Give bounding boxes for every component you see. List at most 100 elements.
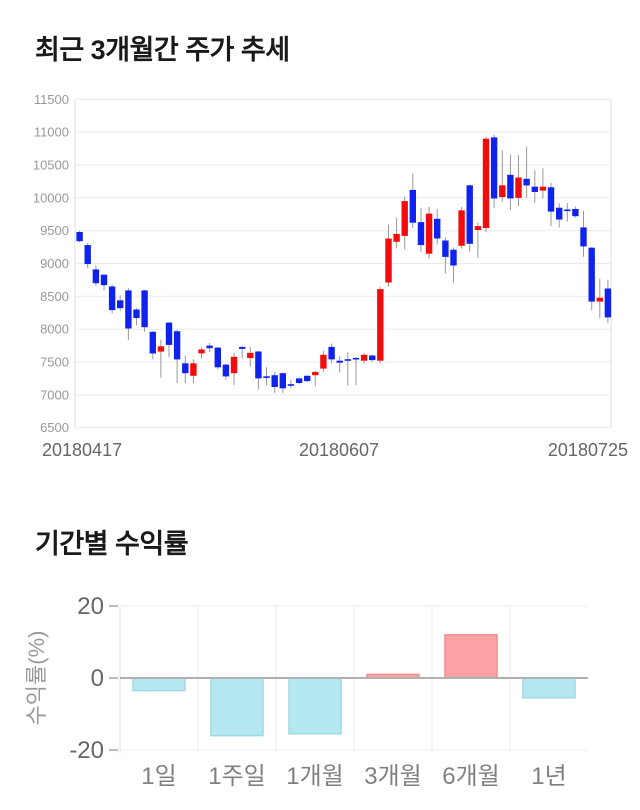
candle-body-down	[76, 232, 83, 242]
y-tick-label: 10000	[33, 190, 69, 205]
candle-body-up	[385, 238, 392, 283]
candle-body-down	[369, 355, 376, 361]
candle-body-down	[222, 364, 230, 377]
candle-body-down	[450, 249, 457, 266]
candle-body-down	[108, 286, 116, 311]
y-tick-label: 20	[77, 593, 104, 620]
candle-body-down	[588, 247, 595, 302]
candle-body-down	[442, 240, 449, 257]
candle-body-up	[190, 363, 197, 376]
candle-body-down	[92, 269, 100, 284]
x-tick-label: 20180417	[42, 440, 122, 460]
return-bar	[522, 677, 576, 699]
category-label: 1일	[141, 763, 176, 790]
candle-body-up	[157, 346, 165, 352]
candle-body-up	[458, 210, 465, 246]
candle-body-down	[328, 346, 335, 360]
candle-body-up	[230, 356, 238, 374]
category-label: 1주일	[208, 763, 266, 790]
candle-body-down	[141, 290, 148, 328]
candle-body-up	[482, 138, 490, 228]
candle-body-up	[198, 349, 205, 354]
candle-body-down	[117, 300, 124, 309]
candle-body-down	[580, 227, 587, 247]
return-bar	[132, 677, 186, 692]
y-tick-label: 7500	[40, 355, 69, 370]
candle-body-down	[133, 309, 140, 318]
category-label: 3개월	[364, 763, 422, 790]
candle-body-down	[507, 174, 514, 199]
candle-body-down	[409, 189, 416, 223]
candle-body-down	[547, 187, 555, 212]
candle-body-down	[304, 375, 311, 382]
candle-body-up	[474, 226, 482, 230]
category-label: 6개월	[442, 763, 500, 790]
candle-body-down	[352, 357, 360, 360]
return-bar	[210, 677, 264, 737]
candle-body-down	[572, 209, 579, 217]
candle-body-down	[255, 351, 262, 379]
candle-body-down	[295, 378, 303, 383]
period-return-title: 기간별 수익률	[35, 529, 189, 559]
category-label: 1년	[531, 763, 566, 790]
candle-body-up	[393, 233, 400, 242]
candle-body-down	[149, 331, 156, 354]
price-candlestick-chart: 11500 11000 10500 10000 9500 9000 8500 8000 7500…	[33, 92, 628, 460]
candle-body-up	[377, 289, 384, 361]
candle-body-down	[344, 359, 351, 361]
candle-body-down	[100, 274, 108, 286]
candle-body-down	[466, 185, 473, 244]
candle-body-up	[539, 186, 547, 191]
candle-body-down	[523, 178, 530, 186]
candle-body-down	[125, 290, 132, 329]
candle-body-up	[499, 185, 506, 198]
candle-body-down	[173, 331, 181, 360]
candle-body-down	[279, 373, 286, 389]
candle-body-down	[239, 346, 246, 349]
candle-body-down	[531, 186, 538, 192]
y-tick-label: 9000	[40, 256, 69, 271]
candle-body-down	[434, 218, 441, 239]
y-tick-label: 8500	[40, 289, 69, 304]
candle-body-down	[271, 375, 278, 387]
candle-body-down	[564, 209, 571, 212]
return-bar	[444, 634, 498, 679]
candle-body-down	[214, 347, 221, 368]
y-tick-label: 0	[91, 665, 104, 692]
y-tick-label: 9500	[40, 223, 69, 238]
y-axis-title: 수익률(%)	[24, 631, 49, 726]
candle-body-down	[263, 376, 270, 378]
candle-body-down	[604, 288, 612, 318]
candle-body-up	[320, 354, 327, 369]
candle-body-up	[425, 213, 433, 254]
candle-body-down	[165, 322, 173, 345]
y-tick-label: 11000	[34, 125, 69, 140]
y-tick-label: 8000	[40, 322, 69, 337]
candle-body-up	[247, 352, 254, 359]
candle-body-down	[490, 137, 498, 199]
candle-body-up	[312, 371, 319, 376]
candle-body-down	[182, 363, 189, 374]
candle-body-up	[515, 177, 522, 198]
period-return-bar-chart: 20 0 -20 1일 1주일 1개월 3개월 6개월 1년 수익률(%)	[24, 593, 588, 790]
x-tick-label: 20180607	[299, 440, 379, 460]
candle-body-down	[417, 222, 425, 246]
candle-body-up	[401, 201, 408, 236]
candle-body-down	[336, 360, 343, 363]
y-tick-label: 10500	[33, 158, 69, 173]
y-tick-label: 7000	[40, 387, 69, 402]
candle-body-up	[360, 354, 368, 361]
candle-body-down	[84, 245, 91, 265]
price-trend-title: 최근 3개월간 주가 추세	[35, 35, 290, 65]
y-tick-label: -20	[69, 737, 104, 764]
candle-body-up	[596, 297, 603, 302]
y-tick-label: 11500	[34, 92, 69, 107]
y-tick-label: 6500	[40, 420, 69, 435]
category-label: 1개월	[286, 763, 344, 790]
candle-body-down	[206, 345, 213, 349]
x-tick-label: 20180725	[548, 440, 628, 460]
candle-body-down	[287, 384, 295, 386]
return-bar	[288, 677, 342, 735]
candle-body-down	[556, 207, 563, 220]
